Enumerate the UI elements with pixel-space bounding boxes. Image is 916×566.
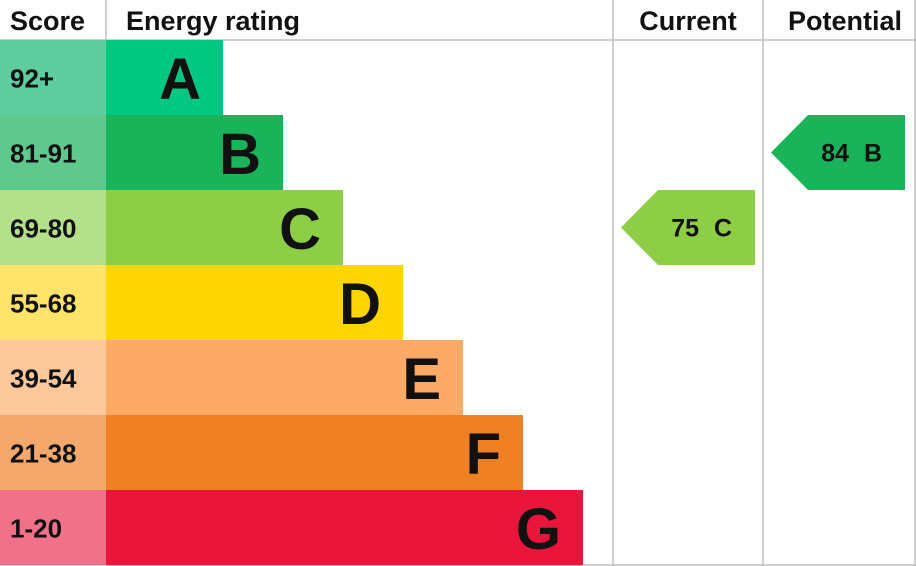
score-header: Score — [10, 6, 85, 36]
score-cell — [0, 490, 106, 565]
potential-value: 84 — [821, 140, 849, 168]
score-label: 92+ — [10, 64, 54, 94]
current-header: Current — [639, 6, 737, 36]
rating-bar — [106, 40, 223, 115]
score-cell — [0, 265, 106, 340]
rating-header: Energy rating — [126, 6, 300, 36]
score-cell — [0, 190, 106, 265]
score-label: 39-54 — [10, 364, 77, 394]
rating-letter: G — [516, 497, 561, 562]
rating-letter: E — [402, 347, 441, 412]
rating-bar — [106, 190, 343, 265]
current-letter: C — [714, 215, 732, 243]
rating-letter: F — [466, 422, 501, 487]
current-value: 75 — [671, 215, 699, 243]
score-cell — [0, 40, 106, 115]
score-label: 1-20 — [10, 514, 62, 544]
potential-letter: B — [864, 140, 882, 168]
rating-letter: B — [219, 122, 261, 187]
score-cell — [0, 340, 106, 415]
rating-bar — [106, 340, 463, 415]
score-label: 69-80 — [10, 214, 77, 244]
rating-letter: C — [279, 197, 321, 262]
rating-bar — [106, 265, 403, 340]
potential-arrow — [771, 115, 905, 190]
score-label: 21-38 — [10, 439, 77, 469]
score-label: 81-91 — [10, 139, 77, 169]
score-cell — [0, 115, 106, 190]
rating-bar — [106, 490, 583, 565]
rating-bar — [106, 115, 283, 190]
current-arrow — [621, 190, 755, 265]
potential-header: Potential — [788, 6, 902, 36]
rating-letter: D — [339, 272, 381, 337]
rating-letter: A — [159, 47, 201, 112]
score-label: 55-68 — [10, 289, 77, 319]
rating-bar — [106, 415, 523, 490]
score-cell — [0, 415, 106, 490]
